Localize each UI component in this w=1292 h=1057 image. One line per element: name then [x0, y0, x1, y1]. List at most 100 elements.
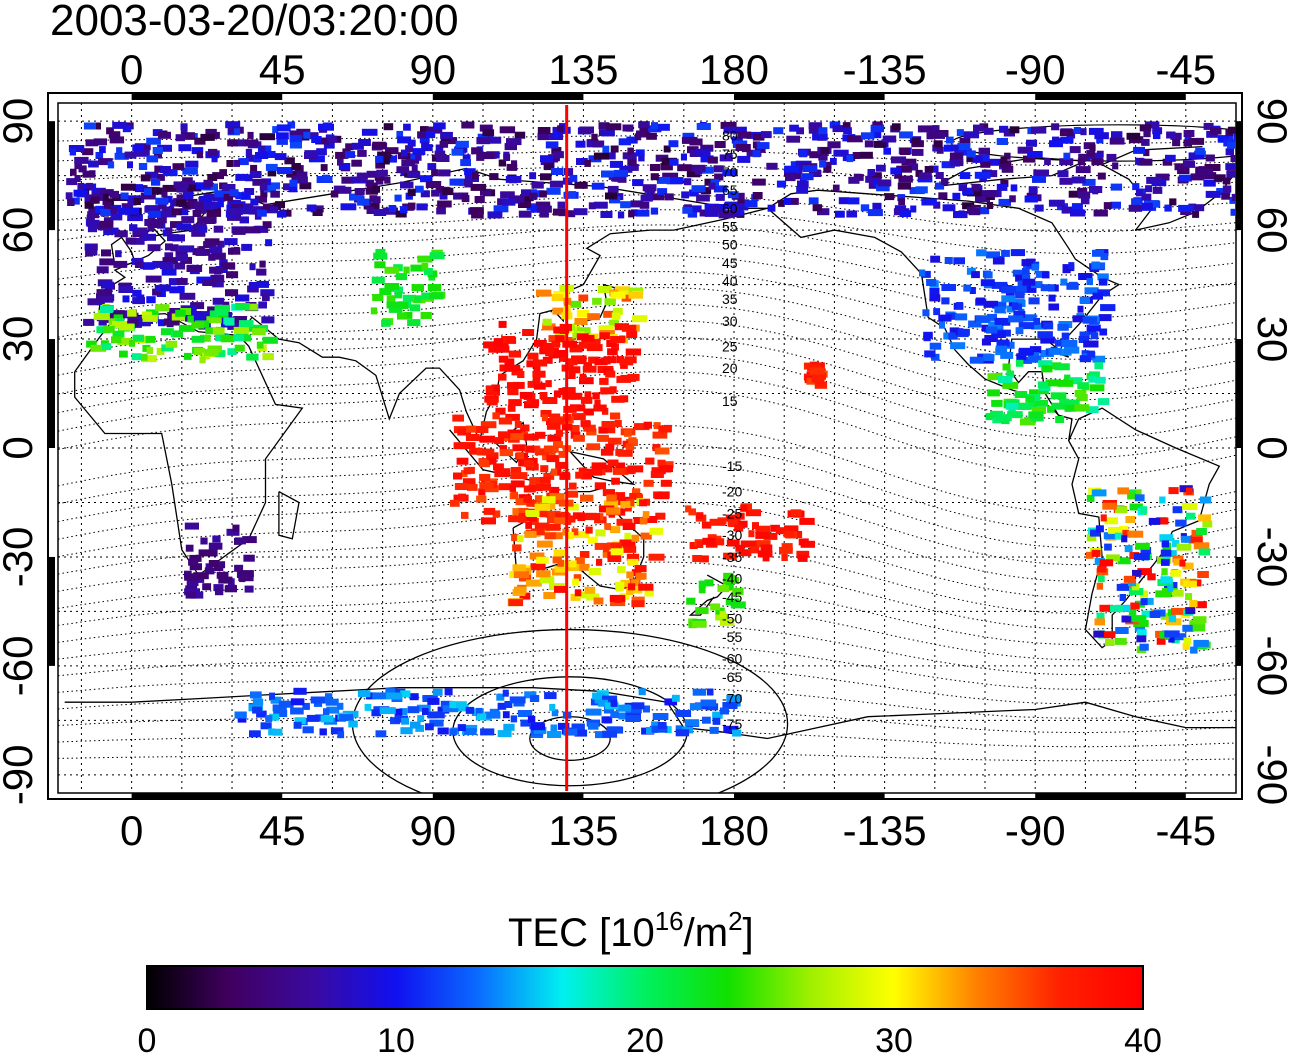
tec-cell	[516, 535, 524, 543]
tec-cell	[482, 448, 495, 456]
tec-cell	[381, 319, 391, 327]
tec-cell	[206, 209, 222, 217]
tec-cell	[449, 701, 456, 709]
tec-cell	[291, 163, 301, 170]
tec-cell	[366, 207, 375, 214]
tec-cell	[796, 550, 810, 558]
tec-cell	[505, 175, 522, 183]
tec-cell	[262, 336, 278, 344]
tec-cell	[463, 467, 471, 475]
tec-cell	[323, 174, 330, 182]
tec-cell	[587, 313, 600, 321]
tec-cell	[498, 431, 511, 439]
tec-cell	[539, 476, 551, 484]
tec-cell	[714, 538, 725, 546]
tec-cell	[417, 255, 433, 263]
tec-cell	[832, 125, 849, 133]
tec-cell	[1188, 536, 1203, 544]
tec-cell	[157, 144, 172, 152]
tec-cell	[1086, 534, 1097, 542]
tec-cell	[471, 147, 483, 155]
frame-band	[734, 793, 885, 799]
tec-cell	[336, 702, 344, 710]
tec-cell	[1094, 618, 1105, 626]
tec-cell	[1225, 163, 1236, 171]
tec-cell	[812, 372, 826, 380]
tec-cell	[394, 194, 402, 202]
tec-cell	[808, 126, 819, 134]
tec-cell	[379, 288, 392, 296]
tec-cell	[400, 690, 411, 698]
tec-cell	[603, 716, 611, 724]
tec-cell	[1043, 322, 1054, 330]
tec-cell	[514, 131, 526, 139]
tec-cell	[345, 143, 354, 151]
tec-cell	[424, 131, 436, 139]
tec-cell	[1019, 347, 1034, 355]
tec-cell	[784, 165, 799, 173]
tec-cell	[208, 549, 218, 557]
tec-cell	[1069, 146, 1081, 154]
tec-cell	[493, 338, 503, 346]
tec-cell	[256, 710, 267, 718]
tec-cell	[1226, 170, 1236, 178]
tec-cell	[959, 172, 971, 180]
tec-cell	[1155, 173, 1170, 181]
tec-cell	[899, 131, 913, 139]
tec-cell	[93, 313, 110, 321]
tec-cell	[160, 328, 174, 336]
tec-cell	[482, 129, 495, 137]
tec-cell	[109, 136, 125, 144]
tec-cell	[818, 153, 828, 161]
tec-cell	[929, 165, 939, 173]
tec-cell	[524, 691, 537, 699]
tec-cell	[808, 122, 823, 130]
tec-cell	[574, 317, 588, 325]
tec-cell	[295, 176, 308, 184]
tec-cell	[375, 730, 387, 738]
tec-cell	[395, 210, 407, 218]
tec-cell	[394, 708, 403, 716]
tec-cell	[942, 204, 956, 212]
tec-cell	[437, 727, 449, 735]
tec-cell	[377, 151, 392, 159]
tec-cell	[696, 194, 710, 202]
tec-cell	[570, 593, 581, 601]
tec-cell	[396, 166, 410, 174]
tec-cell	[179, 292, 196, 300]
tec-cell	[594, 482, 606, 490]
tec-cell	[1183, 637, 1192, 645]
tec-cell	[214, 304, 231, 312]
tec-cell	[591, 182, 605, 190]
tec-cell	[100, 209, 111, 216]
tec-cell	[941, 297, 950, 305]
tec-cell	[1160, 549, 1172, 557]
tec-cell	[783, 197, 791, 205]
tec-cell	[316, 148, 327, 156]
tec-cell	[1137, 568, 1152, 576]
tec-cell	[366, 692, 376, 700]
tec-cell	[796, 127, 804, 135]
tec-cell	[498, 373, 507, 381]
tec-cell	[265, 715, 273, 723]
tec-cell	[614, 323, 629, 331]
tec-cell	[199, 206, 206, 214]
tec-cell	[707, 688, 714, 696]
contour-label: 45	[722, 255, 738, 271]
tec-cell	[986, 202, 994, 209]
tec-cell	[609, 160, 623, 168]
tec-cell	[719, 618, 735, 626]
tec-cell	[987, 158, 1001, 166]
tec-cell	[695, 148, 711, 156]
tec-cell	[1074, 389, 1087, 397]
tec-cell	[548, 445, 557, 453]
tec-cell	[431, 189, 440, 197]
tec-cell	[499, 126, 516, 134]
tec-cell	[498, 320, 507, 328]
tec-cell	[943, 332, 954, 340]
tec-cell	[419, 136, 430, 144]
tec-cell	[592, 297, 602, 305]
tec-cell	[940, 178, 949, 185]
colorbar	[146, 965, 1144, 1010]
tec-cell	[103, 217, 114, 225]
